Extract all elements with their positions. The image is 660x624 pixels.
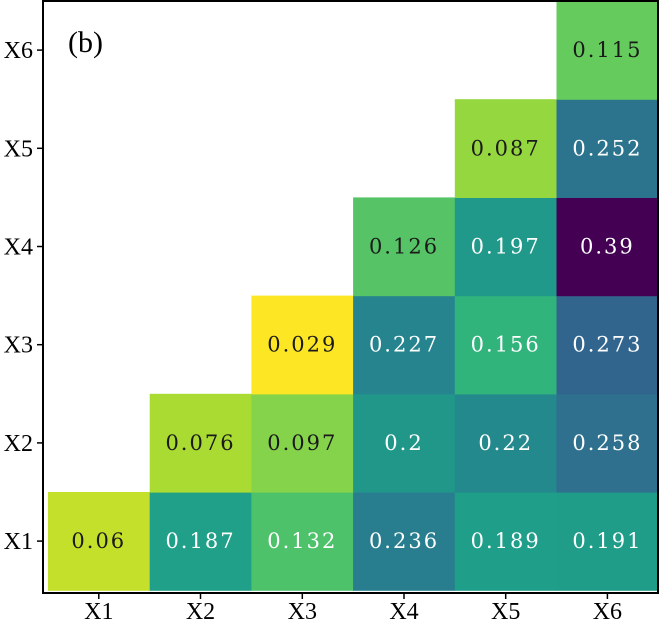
x-tick-label-X3: X3 bbox=[288, 599, 317, 624]
cell-value-label-X6-X6: 0.115 bbox=[572, 38, 642, 62]
cell-value-label-X3-X3: 0.029 bbox=[267, 333, 337, 357]
cell-value-label-X3-X1: 0.132 bbox=[267, 529, 337, 553]
x-tick-label-X2: X2 bbox=[186, 599, 215, 624]
heatmap-cell-labels: 0.06 0.187 0.132 0.236 0.189 0.191 0.076 0.097 0… bbox=[71, 38, 642, 553]
cell-value-label-X6-X4: 0.39 bbox=[580, 235, 635, 259]
y-tick-label-X2: X2 bbox=[4, 431, 33, 457]
cell-value-label-X1-X1: 0.06 bbox=[71, 529, 126, 553]
heatmap-cell-X5-X1 bbox=[454, 492, 558, 591]
heatmap-cell-X1-X1 bbox=[48, 492, 151, 591]
heatmap-cell-X2-X1 bbox=[149, 492, 252, 591]
heatmap-cell-X3-X3 bbox=[251, 295, 354, 395]
heatmap-cell-X5-X5 bbox=[454, 99, 558, 198]
x-tick-label-X5: X5 bbox=[491, 599, 520, 624]
y-tick-label-X4: X4 bbox=[4, 235, 33, 261]
cell-value-label-X6-X5: 0.252 bbox=[572, 136, 642, 160]
heatmap-cell-X4-X4 bbox=[353, 197, 456, 297]
cell-value-label-X3-X2: 0.097 bbox=[267, 431, 337, 455]
cell-value-label-X2-X1: 0.187 bbox=[165, 529, 235, 553]
cell-value-label-X4-X3: 0.227 bbox=[369, 333, 439, 357]
heatmap-cell-X4-X1 bbox=[353, 492, 456, 591]
heatmap-cell-X6-X6 bbox=[556, 1, 659, 100]
cell-value-label-X4-X2: 0.2 bbox=[384, 431, 423, 455]
heatmap-cells bbox=[48, 1, 659, 591]
cell-value-label-X6-X3: 0.273 bbox=[572, 333, 642, 357]
cell-value-label-X5-X1: 0.189 bbox=[471, 529, 541, 553]
heatmap-cell-X4-X3 bbox=[353, 295, 456, 395]
heatmap-cell-X6-X5 bbox=[556, 99, 659, 198]
y-axis: X1 X2 X3 X4 X5 X6 bbox=[4, 38, 43, 555]
heatmap-cell-X6-X4 bbox=[556, 197, 659, 297]
cell-value-label-X2-X2: 0.076 bbox=[165, 431, 235, 455]
heatmap-cell-X3-X1 bbox=[251, 492, 354, 591]
heatmap-cell-X5-X2 bbox=[454, 393, 558, 493]
plot-frame bbox=[42, 0, 659, 594]
y-tick-label-X1: X1 bbox=[4, 529, 33, 555]
heatmap-cell-X4-X2 bbox=[353, 393, 456, 493]
panel-label: (b) bbox=[68, 26, 103, 59]
y-tick-label-X6: X6 bbox=[4, 38, 33, 64]
cell-value-label-X5-X3: 0.156 bbox=[471, 333, 541, 357]
heatmap-cell-X5-X4 bbox=[454, 197, 558, 297]
cell-value-label-X5-X4: 0.197 bbox=[471, 235, 541, 259]
cell-value-label-X5-X5: 0.087 bbox=[471, 136, 541, 160]
cell-value-label-X4-X1: 0.236 bbox=[369, 529, 439, 553]
x-tick-label-X1: X1 bbox=[84, 599, 113, 624]
x-tick-label-X4: X4 bbox=[389, 599, 418, 624]
x-tick-label-X6: X6 bbox=[593, 599, 622, 624]
cell-value-label-X5-X2: 0.22 bbox=[478, 431, 533, 455]
y-tick-label-X5: X5 bbox=[4, 136, 33, 162]
heatmap-cell-X6-X2 bbox=[556, 393, 659, 493]
y-tick-label-X3: X3 bbox=[4, 333, 33, 359]
heatmap-cell-X6-X3 bbox=[556, 295, 659, 395]
heatmap-cell-X6-X1 bbox=[556, 492, 659, 591]
cell-value-label-X6-X2: 0.258 bbox=[572, 431, 642, 455]
cell-value-label-X6-X1: 0.191 bbox=[572, 529, 642, 553]
heatmap-cell-X2-X2 bbox=[149, 393, 252, 493]
heatmap-cell-X3-X2 bbox=[251, 393, 354, 493]
cell-value-label-X4-X4: 0.126 bbox=[369, 235, 439, 259]
heatmap-cell-X5-X3 bbox=[454, 295, 558, 395]
x-axis: X1 X2 X3 X4 X5 X6 bbox=[84, 593, 622, 624]
